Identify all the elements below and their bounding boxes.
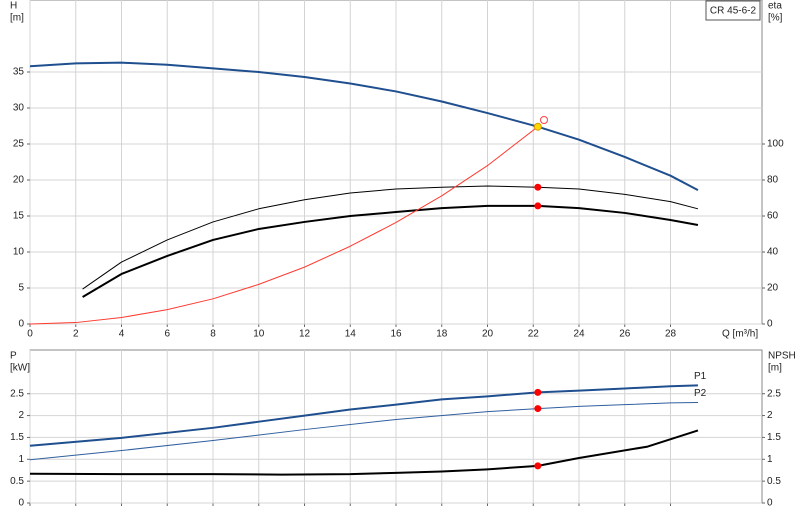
y2-tick-label: 1	[767, 454, 773, 465]
x-tick-label: 6	[164, 329, 170, 340]
duty-marker-ring	[540, 116, 548, 124]
x-tick-label: 20	[482, 329, 494, 340]
x-tick-label: 28	[665, 329, 677, 340]
y2-tick-label: 80	[767, 175, 779, 186]
curve	[82, 204, 699, 298]
y2-tick-label: 0	[767, 498, 773, 509]
curve	[29, 384, 698, 447]
curve	[29, 429, 699, 476]
y2-tick-label: 2.5	[767, 388, 781, 399]
x-axis-label: Q [m³/h]	[722, 329, 758, 340]
y2-axis-label: NPSH	[768, 351, 796, 362]
chart-title: CR 45-6-2	[710, 6, 757, 17]
y-tick-label: 2.5	[10, 388, 24, 399]
x-tick-label: 0	[27, 329, 33, 340]
duty-point	[534, 462, 542, 470]
title-box	[705, 0, 761, 21]
y2-tick-label: 0.5	[767, 476, 781, 487]
y-tick-label: 0	[18, 498, 24, 509]
duty-point	[534, 202, 542, 210]
x-tick-label: 18	[436, 329, 448, 340]
y2-tick-label: 0	[767, 319, 773, 330]
y-tick-label: 10	[13, 247, 25, 258]
y-axis-label: H	[10, 1, 17, 12]
x-tick-label: 26	[619, 329, 631, 340]
curve-label: P2	[694, 388, 707, 399]
curve	[82, 185, 699, 290]
duty-point	[533, 122, 542, 131]
y2-axis-unit: [m]	[768, 363, 782, 374]
y-tick-label: 0.5	[10, 476, 24, 487]
curve	[29, 61, 699, 191]
y-tick-label: 2	[18, 410, 24, 421]
y-tick-label: 30	[13, 103, 25, 114]
x-tick-label: 24	[573, 329, 585, 340]
curve-label: P1	[694, 371, 707, 382]
y2-tick-label: 40	[767, 247, 779, 258]
curve	[29, 126, 539, 325]
y2-tick-label: 100	[767, 139, 784, 150]
y2-tick-label: 60	[767, 211, 779, 222]
y-axis-label: P	[10, 351, 17, 362]
y2-axis-unit: [%]	[768, 13, 783, 24]
x-tick-label: 14	[345, 329, 357, 340]
y2-axis-label: eta	[768, 1, 782, 12]
x-tick-label: 4	[119, 329, 125, 340]
x-tick-label: 12	[299, 329, 311, 340]
y-tick-label: 20	[13, 175, 25, 186]
x-tick-label: 2	[73, 329, 79, 340]
duty-point	[534, 388, 542, 396]
duty-point	[534, 405, 542, 413]
x-tick-label: 16	[390, 329, 402, 340]
y-tick-label: 35	[13, 67, 25, 78]
y-tick-label: 15	[13, 211, 25, 222]
x-tick-label: 8	[210, 329, 216, 340]
y-tick-label: 5	[18, 283, 24, 294]
y-tick-label: 0	[18, 319, 24, 330]
x-tick-label: 22	[528, 329, 540, 340]
y-tick-label: 1	[18, 454, 24, 465]
x-tick-label: 10	[253, 329, 265, 340]
y-axis-unit: [m]	[10, 13, 24, 24]
y2-tick-label: 2	[767, 410, 773, 421]
y-tick-label: 1.5	[10, 432, 24, 443]
y2-tick-label: 20	[767, 283, 779, 294]
duty-point	[534, 183, 542, 191]
y2-tick-label: 1.5	[767, 432, 781, 443]
y-axis-unit: [kW]	[10, 363, 30, 374]
y-tick-label: 25	[13, 139, 25, 150]
curve	[29, 401, 698, 461]
